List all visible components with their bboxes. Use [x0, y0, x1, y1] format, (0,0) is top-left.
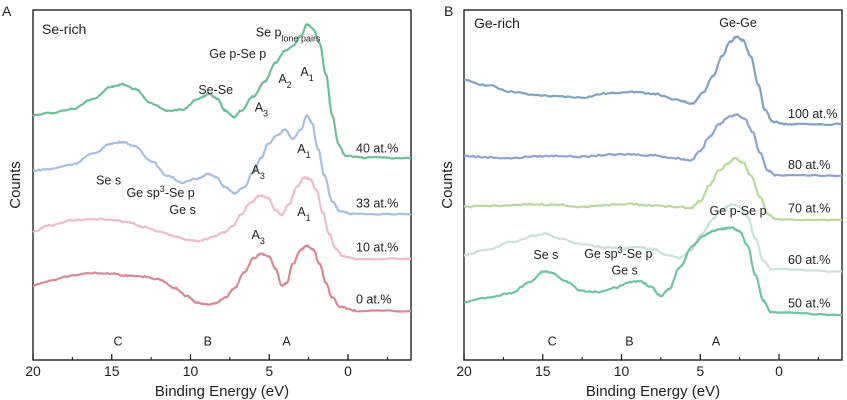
panel-a-annotation: A1 — [297, 142, 310, 160]
panel-b-annotation: Ge-Ge — [719, 16, 757, 30]
panel-b-x-ticks: 20 15 10 5 0 — [456, 354, 819, 379]
panel-b-series-line — [463, 113, 843, 178]
panel-a-annotation: A3 — [252, 228, 265, 246]
panel-a-series-label: 40 at.% — [356, 141, 398, 155]
panel-a-annotation: A — [282, 335, 291, 349]
panel-b-annotation: C — [548, 334, 557, 348]
panel-a-series-line — [32, 244, 412, 313]
panel-a-series-line — [32, 23, 412, 160]
panel-b-series-line — [463, 35, 843, 126]
panel-a-annotation: Se s — [96, 174, 121, 188]
panel-b-x-axis-title: Binding Energy (eV) — [586, 383, 720, 400]
panel-a-x-tick-label: 20 — [25, 363, 41, 379]
panel-a-series-label: 0 at.% — [356, 292, 391, 306]
panel-b-x-tick-label: 0 — [775, 363, 783, 379]
panel-a-x-tick-label: 15 — [104, 363, 120, 379]
panel-a-series-line — [32, 114, 412, 216]
panel-b: B Ge-rich Counts Binding Energy (eV) 20 1… — [439, 3, 843, 400]
panel-b-x-tick-label: 15 — [535, 363, 551, 379]
panel-a: A Se-rich Counts Binding Energy (eV) 20 1… — [2, 3, 412, 400]
panel-a-title: Se-rich — [42, 21, 86, 37]
panel-a-annotation: Se plone pairs — [256, 25, 321, 43]
panel-b-x-tick-label: 20 — [456, 363, 472, 379]
panel-a-series-line — [32, 176, 412, 261]
panel-a-annotation: Se-Se — [198, 83, 233, 97]
panel-a-annotation: A3 — [255, 101, 268, 119]
panel-b-title: Ge-rich — [474, 15, 520, 31]
panel-b-series-label: 50 at.% — [788, 297, 830, 311]
panel-a-series-label: 33 at.% — [356, 197, 398, 211]
panel-b-annotation: B — [625, 334, 633, 348]
panel-a-annotation: C — [114, 335, 123, 349]
panel-a-x-axis-title: Binding Energy (eV) — [155, 383, 289, 400]
panel-a-annotation: Ge s — [169, 203, 195, 217]
panel-a-series-label: 10 at.% — [356, 241, 398, 255]
panel-b-series-line — [463, 156, 843, 222]
panel-a-annotation: B — [204, 335, 212, 349]
panel-a-annotation: A1 — [297, 205, 310, 223]
panel-a-letter: A — [2, 3, 12, 19]
panel-a-annotation: A2 — [278, 72, 291, 90]
panel-b-series-label: 100 at.% — [788, 107, 837, 121]
panel-a-y-axis-title: Counts — [7, 161, 24, 209]
panel-a-annotation: Ge sp3-Se p — [126, 184, 194, 200]
panel-b-series-line — [463, 202, 842, 273]
panel-b-plot-frame — [463, 9, 843, 361]
panel-a-annotation: A3 — [252, 163, 265, 181]
panel-b-annotation: Se s — [533, 248, 558, 262]
panel-b-series-line — [463, 226, 843, 317]
panel-b-series: 100 at.% 80 at.% 70 at.% 60 at.% 50 at.% — [463, 35, 843, 317]
panel-b-series-label: 70 at.% — [788, 202, 830, 216]
panel-a-annotation: A1 — [300, 65, 313, 83]
panel-a-x-tick-label: 5 — [265, 363, 273, 379]
panel-b-y-axis-title: Counts — [439, 161, 456, 209]
panel-b-x-tick-label: 5 — [696, 363, 704, 379]
panel-b-annotation: A — [712, 334, 721, 348]
panel-a-annotations: Se plone pairs Ge p-Se p A2 A1 Se-Se A3 A3 A1 Se… — [96, 25, 321, 348]
panel-b-annotation: Ge p-Se p — [710, 204, 767, 218]
panel-a-x-tick-label: 0 — [344, 363, 352, 379]
panel-b-series-label: 80 at.% — [788, 158, 830, 172]
panel-a-x-ticks: 20 15 10 5 0 — [25, 354, 388, 379]
panel-b-x-tick-label: 10 — [614, 363, 630, 379]
panel-b-annotation: Ge s — [611, 263, 637, 277]
panel-b-series-label: 60 at.% — [788, 253, 830, 267]
panel-b-letter: B — [444, 3, 453, 19]
panel-a-plot-frame — [32, 9, 412, 361]
panel-a-x-tick-label: 10 — [183, 363, 199, 379]
panel-b-annotation: Ge sp3-Se p — [584, 245, 652, 261]
panel-a-annotation: Ge p-Se p — [209, 47, 266, 61]
panel-b-annotations: Ge-Ge Ge p-Se p Se s Ge sp3-Se p Ge s C B A — [533, 16, 766, 348]
panel-a-series: 40 at.% 33 at.% 10 at.% 0 at.% — [32, 23, 412, 313]
